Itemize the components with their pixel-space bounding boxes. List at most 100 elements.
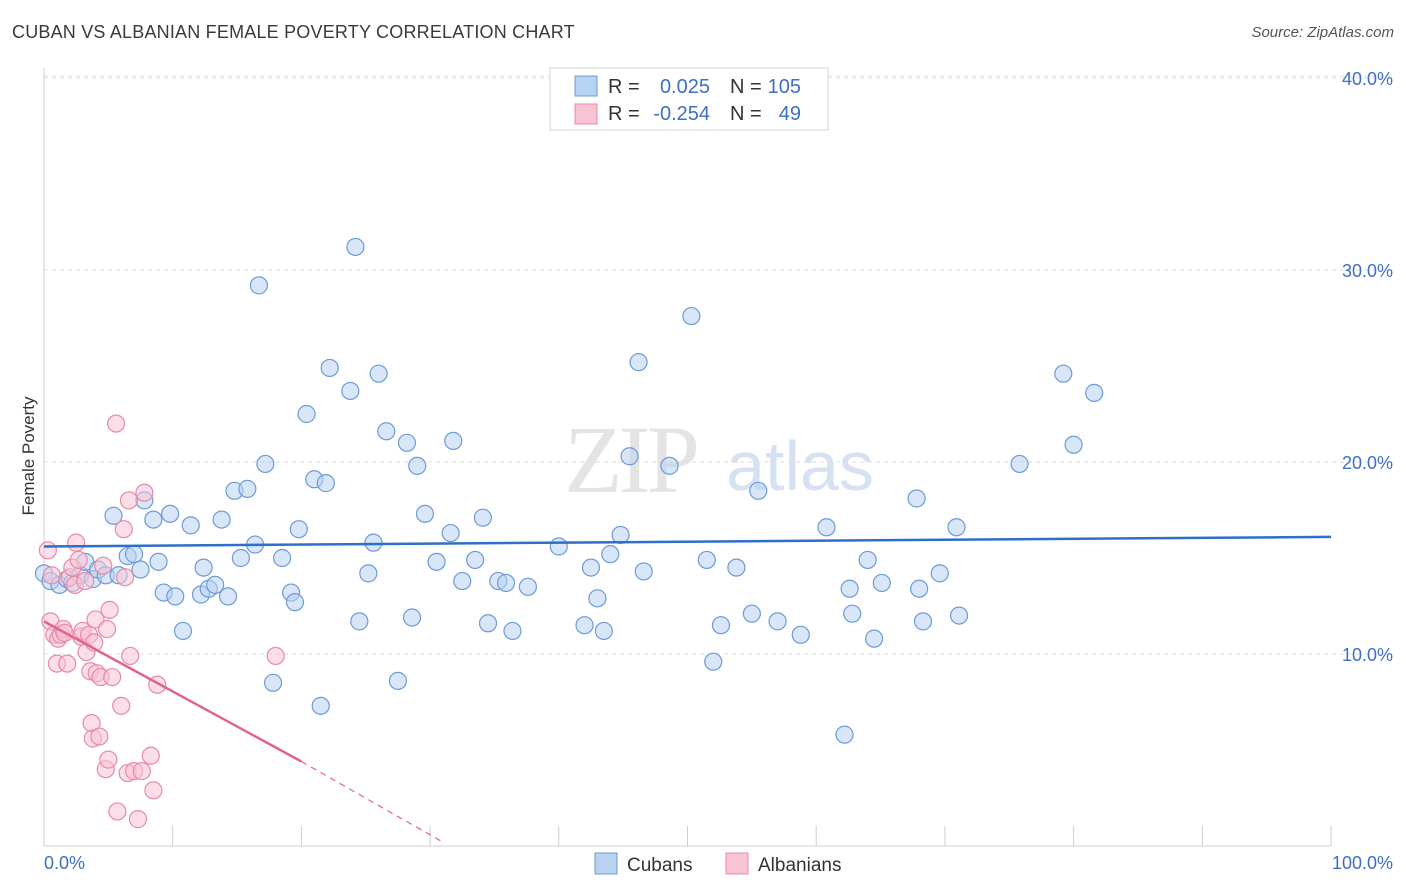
cubans-point xyxy=(341,381,360,401)
cubans-point xyxy=(161,504,180,523)
series-legend-swatch-albanians xyxy=(725,852,749,875)
cubans-point xyxy=(453,571,472,591)
cubans-point xyxy=(791,625,810,644)
cubans-point xyxy=(634,562,653,581)
albanians-point xyxy=(114,520,133,539)
cubans-point xyxy=(427,552,446,571)
stats-legend-swatch-albanians xyxy=(574,103,598,125)
x-ticks xyxy=(172,826,1332,846)
stats-n-label-cubans: N = xyxy=(730,76,762,98)
y-tick-label: 30.0% xyxy=(1342,261,1393,281)
cubans-point xyxy=(704,652,723,671)
albanians-point xyxy=(108,802,127,821)
cubans-point xyxy=(503,621,522,641)
cubans-point xyxy=(256,454,275,474)
cubans-point xyxy=(1054,364,1073,383)
albanians-point xyxy=(97,619,117,639)
cubans-point xyxy=(377,422,396,441)
cubans-point xyxy=(840,579,859,598)
cubans-point xyxy=(444,431,463,450)
cubans-point xyxy=(212,510,231,529)
cubans-point xyxy=(742,604,761,623)
cubans-point xyxy=(218,587,238,606)
cubans-point xyxy=(588,589,607,608)
cubans-point xyxy=(441,523,460,543)
stats-n-value-albanians: 49 xyxy=(779,103,801,125)
cubans-point xyxy=(1064,435,1083,454)
cubans-point xyxy=(835,725,854,744)
x-tick-label-min: 0.0% xyxy=(44,853,85,873)
albanians-point xyxy=(99,750,118,769)
albanians-point xyxy=(42,566,61,585)
cubans-point xyxy=(518,577,538,596)
cubans-point xyxy=(297,404,316,424)
series-legend: Cubans Albanians xyxy=(594,852,841,876)
albanians-point xyxy=(119,491,139,510)
y-tick-label: 20.0% xyxy=(1342,453,1393,473)
albanians-point xyxy=(266,646,285,666)
cubans-point xyxy=(173,621,193,641)
stats-r-value-cubans: 0.025 xyxy=(660,76,710,98)
cubans-point xyxy=(711,616,731,635)
cubans-point xyxy=(166,587,185,606)
cubans-point xyxy=(402,608,422,627)
cubans-point xyxy=(947,518,966,537)
cubans-point xyxy=(907,489,926,508)
albanians-point xyxy=(90,727,109,746)
cubans-point xyxy=(350,612,369,631)
cubans-point xyxy=(727,558,746,577)
cubans-point xyxy=(466,550,485,570)
albanians-point xyxy=(106,414,126,433)
albanians-point xyxy=(67,533,86,552)
cubans-point xyxy=(872,573,891,593)
cubans-point xyxy=(263,673,283,692)
y-tick-label: 10.0% xyxy=(1342,645,1393,665)
cubans-point xyxy=(316,474,335,493)
cubans-point xyxy=(865,629,884,648)
albanians-point xyxy=(69,550,88,570)
albanians-point xyxy=(76,571,95,591)
trendline-albanians-extension xyxy=(301,760,444,843)
cubans-point xyxy=(272,548,292,568)
cubans-point xyxy=(843,604,862,623)
cubans-point xyxy=(311,696,330,715)
cubans-point xyxy=(124,545,144,564)
cubans-point xyxy=(858,550,877,570)
stats-r-label-cubans: R = xyxy=(608,76,640,98)
albanians-point xyxy=(132,762,151,781)
series-albanians-points xyxy=(38,414,285,829)
chart-title: CUBAN VS ALBANIAN FEMALE POVERTY CORRELA… xyxy=(12,22,575,42)
cubans-point xyxy=(749,481,768,500)
series-legend-label-albanians: Albanians xyxy=(758,855,841,876)
cubans-point xyxy=(194,558,213,577)
albanians-point xyxy=(112,696,131,715)
albanians-point xyxy=(128,810,148,829)
cubans-point xyxy=(408,456,427,475)
cubans-point xyxy=(910,579,929,598)
albanians-point xyxy=(115,568,135,587)
albanians-point xyxy=(141,746,160,765)
gridlines xyxy=(44,75,1392,655)
cubans-point xyxy=(415,504,435,523)
cubans-point xyxy=(549,537,568,556)
cubans-point xyxy=(231,548,251,568)
cubans-point xyxy=(144,510,163,529)
x-tick-label-max: 100.0% xyxy=(1332,853,1393,873)
series-legend-label-cubans: Cubans xyxy=(627,855,693,876)
cubans-point xyxy=(397,433,417,452)
cubans-point xyxy=(364,533,383,552)
stats-r-value-albanians: -0.254 xyxy=(653,103,710,125)
cubans-point xyxy=(581,558,601,577)
cubans-point xyxy=(346,237,365,257)
cubans-point xyxy=(817,518,836,537)
trendline-albanians xyxy=(43,620,302,763)
cubans-point xyxy=(913,612,933,631)
stats-r-label-albanians: R = xyxy=(608,103,640,125)
cubans-point xyxy=(594,621,613,641)
cubans-point xyxy=(388,671,408,690)
y-tick-labels: 10.0% 20.0% 30.0% 40.0% xyxy=(1342,69,1393,665)
albanians-point xyxy=(144,781,163,800)
y-axis-label: Female Poverty xyxy=(19,396,38,516)
cubans-point xyxy=(131,560,150,579)
